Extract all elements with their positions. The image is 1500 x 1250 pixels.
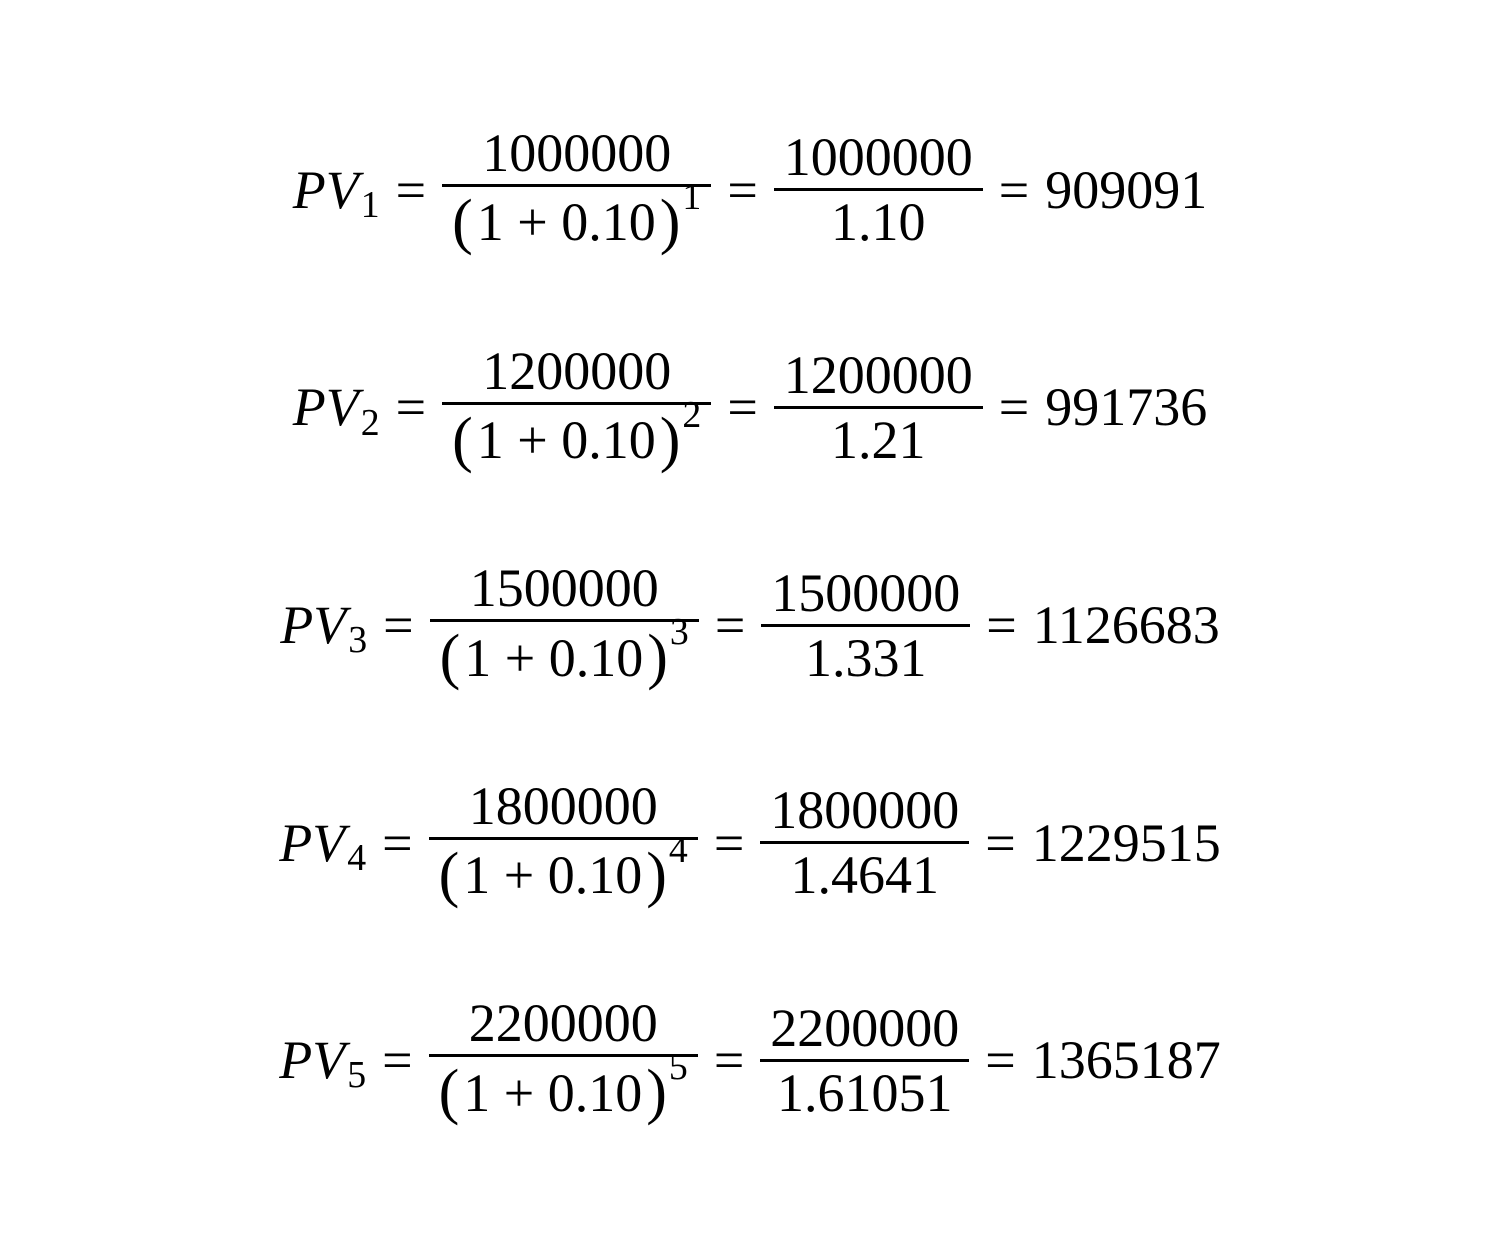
equals-sign: = [985,816,1015,870]
frac2-denominator: 1.4641 [781,844,950,906]
open-paren: ( [439,844,460,906]
result-value: 991736 [1045,380,1207,434]
close-paren: ) [660,409,681,471]
fraction-2: 2200000 1.61051 [760,997,969,1124]
equals-sign: = [986,598,1016,652]
close-paren: ) [646,1061,667,1123]
lhs-sub: 3 [348,622,367,660]
lhs-var: PV [279,1033,345,1087]
equation-row: PV 3 = 1500000 ( 1 + 0.10 ) 3 = 1500000 … [280,557,1220,692]
equation-row: PV 4 = 1800000 ( 1 + 0.10 ) 4 = 1800000 … [279,775,1221,910]
denominator-exponent: 2 [682,397,701,435]
lhs-sub: 5 [347,1057,366,1095]
result-value: 909091 [1045,163,1207,217]
equals-sign: = [999,163,1029,217]
frac2-denominator: 1.331 [795,627,937,689]
lhs-sub: 4 [347,840,366,878]
result-value: 1126683 [1033,598,1220,652]
frac1-denominator: ( 1 + 0.10 ) 1 [442,187,711,257]
open-paren: ( [452,409,473,471]
frac2-numerator: 1800000 [760,779,969,841]
lhs: PV 1 [293,163,380,217]
equals-sign: = [714,1033,744,1087]
frac1-numerator: 1200000 [472,340,681,402]
frac2-denominator: 1.10 [821,191,936,253]
fraction-2: 1200000 1.21 [774,344,983,471]
equals-sign: = [999,380,1029,434]
lhs: PV 4 [279,816,366,870]
frac2-denominator: 1.21 [821,409,936,471]
frac1-denominator: ( 1 + 0.10 ) 4 [429,840,698,910]
open-paren: ( [440,626,461,688]
frac1-denominator: ( 1 + 0.10 ) 5 [429,1057,698,1127]
lhs: PV 3 [280,598,367,652]
lhs: PV 2 [293,380,380,434]
open-paren: ( [452,191,473,253]
equals-sign: = [382,1033,412,1087]
equals-sign: = [727,380,757,434]
frac1-numerator: 1500000 [460,557,669,619]
close-paren: ) [647,626,668,688]
frac2-numerator: 1200000 [774,344,983,406]
frac1-numerator: 1800000 [459,775,668,837]
lhs-var: PV [280,598,346,652]
close-paren: ) [646,844,667,906]
lhs: PV 5 [279,1033,366,1087]
frac1-denominator: ( 1 + 0.10 ) 2 [442,405,711,475]
equals-sign: = [383,598,413,652]
equals-sign: = [714,816,744,870]
denominator-exponent: 4 [669,832,688,870]
frac2-numerator: 1500000 [761,562,970,624]
equals-sign: = [727,163,757,217]
frac2-denominator: 1.61051 [767,1062,963,1124]
lhs-sub: 2 [361,405,380,443]
frac1-numerator: 2200000 [459,992,668,1054]
open-paren: ( [439,1061,460,1123]
frac1-numerator: 1000000 [472,122,681,184]
lhs-var: PV [293,380,359,434]
equals-sign: = [715,598,745,652]
close-paren: ) [660,191,681,253]
equals-sign: = [382,816,412,870]
fraction-2: 1800000 1.4641 [760,779,969,906]
frac2-numerator: 2200000 [760,997,969,1059]
fraction-2: 1000000 1.10 [774,126,983,253]
equals-sign: = [985,1033,1015,1087]
result-value: 1229515 [1032,816,1221,870]
equals-sign: = [396,163,426,217]
fraction-1: 1200000 ( 1 + 0.10 ) 2 [442,340,711,475]
lhs-var: PV [293,163,359,217]
denominator-base: 1 + 0.10 [459,848,646,902]
denominator-exponent: 1 [682,179,701,217]
result-value: 1365187 [1032,1033,1221,1087]
equals-sign: = [396,380,426,434]
frac2-numerator: 1000000 [774,126,983,188]
denominator-base: 1 + 0.10 [460,631,647,685]
denominator-exponent: 3 [670,614,689,652]
fraction-2: 1500000 1.331 [761,562,970,689]
fraction-1: 1000000 ( 1 + 0.10 ) 1 [442,122,711,257]
denominator-base: 1 + 0.10 [473,413,660,467]
equation-row: PV 5 = 2200000 ( 1 + 0.10 ) 5 = 2200000 … [279,992,1221,1127]
denominator-exponent: 5 [669,1049,688,1087]
denominator-base: 1 + 0.10 [473,195,660,249]
lhs-sub: 1 [361,187,380,225]
lhs-var: PV [279,816,345,870]
equation-row: PV 1 = 1000000 ( 1 + 0.10 ) 1 = 1000000 … [293,122,1208,257]
fraction-1: 2200000 ( 1 + 0.10 ) 5 [429,992,698,1127]
fraction-1: 1500000 ( 1 + 0.10 ) 3 [430,557,699,692]
equation-row: PV 2 = 1200000 ( 1 + 0.10 ) 2 = 1200000 … [293,340,1208,475]
frac1-denominator: ( 1 + 0.10 ) 3 [430,622,699,692]
denominator-base: 1 + 0.10 [459,1066,646,1120]
fraction-1: 1800000 ( 1 + 0.10 ) 4 [429,775,698,910]
